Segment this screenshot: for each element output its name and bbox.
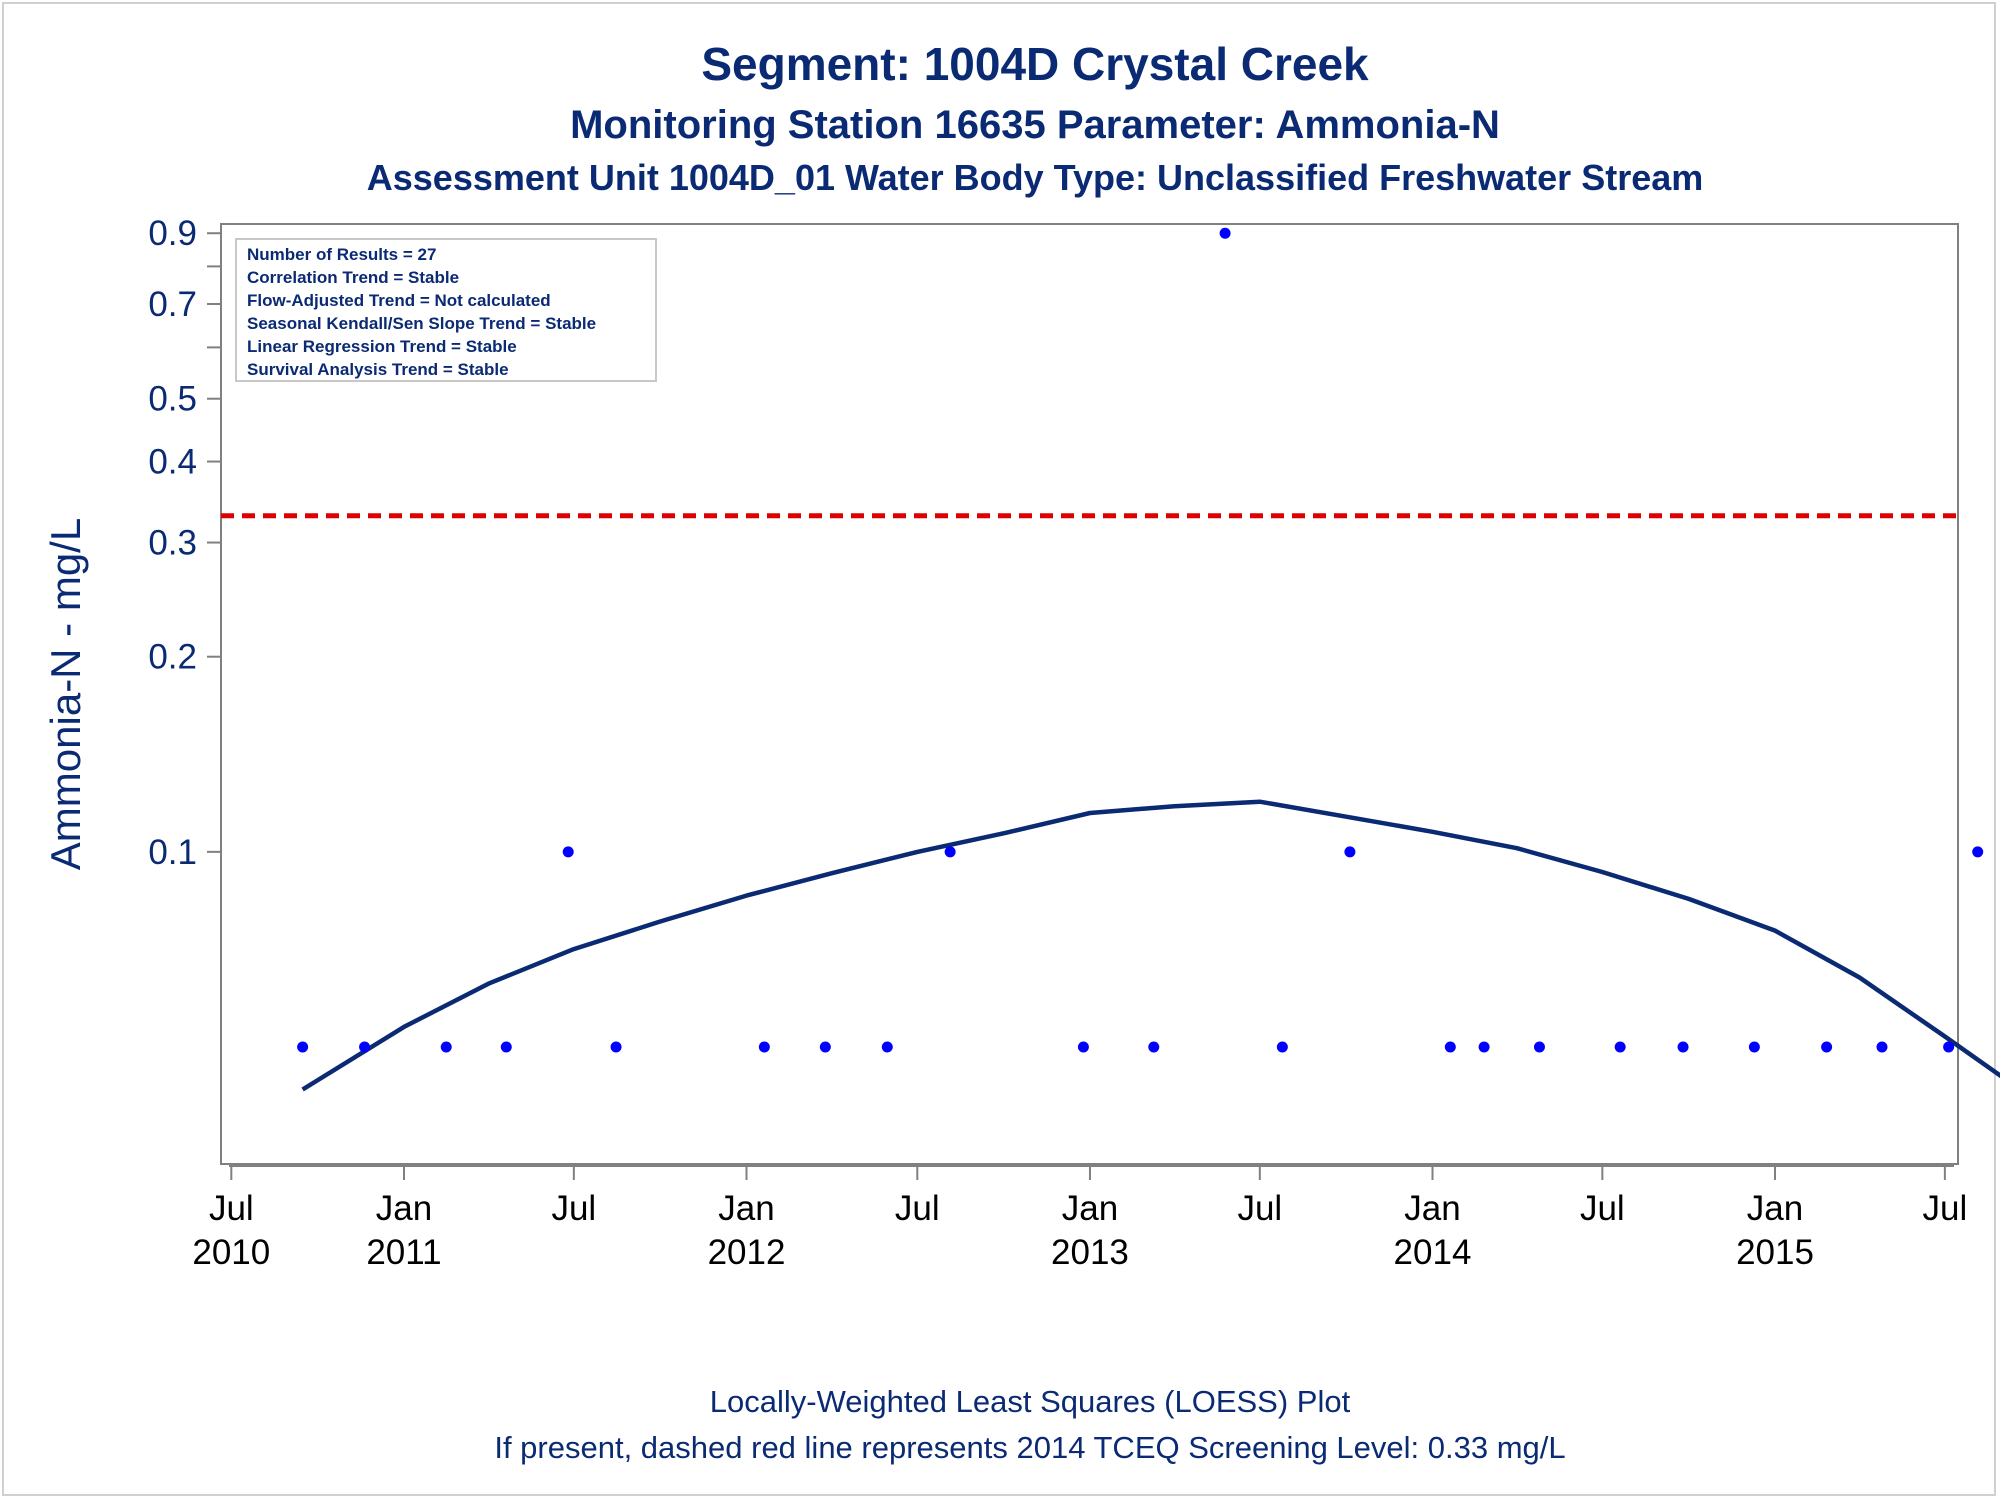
data-point — [1478, 1041, 1490, 1053]
data-point — [1876, 1041, 1888, 1053]
data-point — [1748, 1041, 1760, 1053]
y-tick-label: 0.2 — [148, 638, 197, 677]
chart-title: Segment: 1004D Crystal Creek — [701, 38, 1369, 90]
data-point — [758, 1041, 770, 1053]
data-point — [1614, 1041, 1626, 1053]
x-tick-year-label: 2013 — [1051, 1233, 1129, 1272]
x-tick-label: Jul — [551, 1189, 596, 1228]
data-point — [297, 1041, 309, 1053]
x-tick-year-label: 2015 — [1736, 1233, 1814, 1272]
y-tick-label: 0.1 — [148, 833, 197, 872]
data-point — [1533, 1041, 1545, 1053]
loess-curve — [301, 799, 2000, 1092]
data-point — [1219, 227, 1231, 239]
data-point — [562, 846, 574, 858]
y-tick-label: 0.3 — [148, 524, 197, 563]
loess-line — [301, 799, 2000, 1092]
x-tick-label: Jul — [1237, 1189, 1282, 1228]
data-point — [500, 1041, 512, 1053]
x-tick-year-label: 2012 — [708, 1233, 786, 1272]
footer-line-2: If present, dashed red line represents 2… — [494, 1430, 1565, 1465]
chart-subtitle-2: Assessment Unit 1004D_01 Water Body Type… — [367, 157, 1704, 198]
chart-subtitle: Monitoring Station 16635 Parameter: Ammo… — [570, 103, 1500, 147]
y-tick-label: 0.9 — [148, 214, 197, 253]
data-point — [881, 1041, 893, 1053]
x-tick-label: Jan — [1747, 1189, 1803, 1228]
legend-line-flow-adjusted: Flow-Adjusted Trend = Not calculated — [247, 291, 551, 310]
data-point — [1943, 1041, 1955, 1053]
data-point — [1148, 1041, 1160, 1053]
data-points — [297, 227, 1984, 1053]
x-tick-label: Jan — [718, 1189, 774, 1228]
data-point — [610, 1041, 622, 1053]
legend-line-seasonal-kendall: Seasonal Kendall/Sen Slope Trend = Stabl… — [247, 314, 596, 333]
x-tick-label: Jul — [1580, 1189, 1625, 1228]
x-tick-label: Jan — [1404, 1189, 1460, 1228]
y-axis-label: Ammonia-N - mg/L — [42, 518, 89, 870]
legend-box: Number of Results = 27 Correlation Trend… — [235, 238, 657, 382]
legend-box-border — [235, 238, 657, 382]
data-point — [440, 1041, 452, 1053]
data-point — [1972, 846, 1984, 858]
data-point — [1276, 1041, 1288, 1053]
x-axis: Jul 2010 Jan 2011 Jul Jan 2012 Jul Jan 2013 Jul Jan… — [192, 1165, 1967, 1272]
y-tick-label: 0.5 — [148, 380, 197, 419]
x-tick-label: Jul — [209, 1189, 254, 1228]
x-tick-year-label: 2011 — [366, 1233, 441, 1272]
plot-area — [220, 223, 1959, 1165]
data-point — [1677, 1041, 1689, 1053]
data-point — [819, 1041, 831, 1053]
data-point — [1344, 846, 1356, 858]
x-tick-label: Jul — [1922, 1189, 1967, 1228]
data-point — [1444, 1041, 1456, 1053]
x-tick-label: Jan — [1062, 1189, 1118, 1228]
legend-line-correlation: Correlation Trend = Stable — [247, 268, 459, 287]
legend-line-results: Number of Results = 27 — [247, 245, 436, 264]
footer-line-1: Locally-Weighted Least Squares (LOESS) P… — [710, 1384, 1351, 1419]
data-point — [359, 1041, 371, 1053]
x-tick-label: Jul — [895, 1189, 940, 1228]
data-point — [1077, 1041, 1089, 1053]
x-tick-label: Jan — [376, 1189, 432, 1228]
data-point — [944, 846, 956, 858]
legend-line-survival: Survival Analysis Trend = Stable — [247, 360, 509, 379]
x-tick-year-label: 2010 — [192, 1233, 270, 1272]
data-point — [1821, 1041, 1833, 1053]
y-axis: 0.9 0.7 0.5 0.4 0.3 0.2 0.1 — [148, 214, 221, 872]
y-tick-label: 0.7 — [148, 285, 197, 324]
legend-line-linear-regression: Linear Regression Trend = Stable — [247, 337, 517, 356]
x-tick-year-label: 2014 — [1394, 1233, 1472, 1272]
y-tick-label: 0.4 — [148, 443, 197, 482]
